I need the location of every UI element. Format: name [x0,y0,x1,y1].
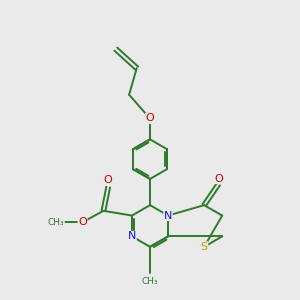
Text: CH₃: CH₃ [142,277,158,286]
Text: O: O [104,176,112,185]
Text: S: S [201,242,208,252]
Text: O: O [78,217,87,227]
Text: O: O [214,174,223,184]
Text: N: N [164,211,172,220]
Text: O: O [146,113,154,124]
Text: CH₃: CH₃ [48,218,64,227]
Text: N: N [128,231,136,242]
